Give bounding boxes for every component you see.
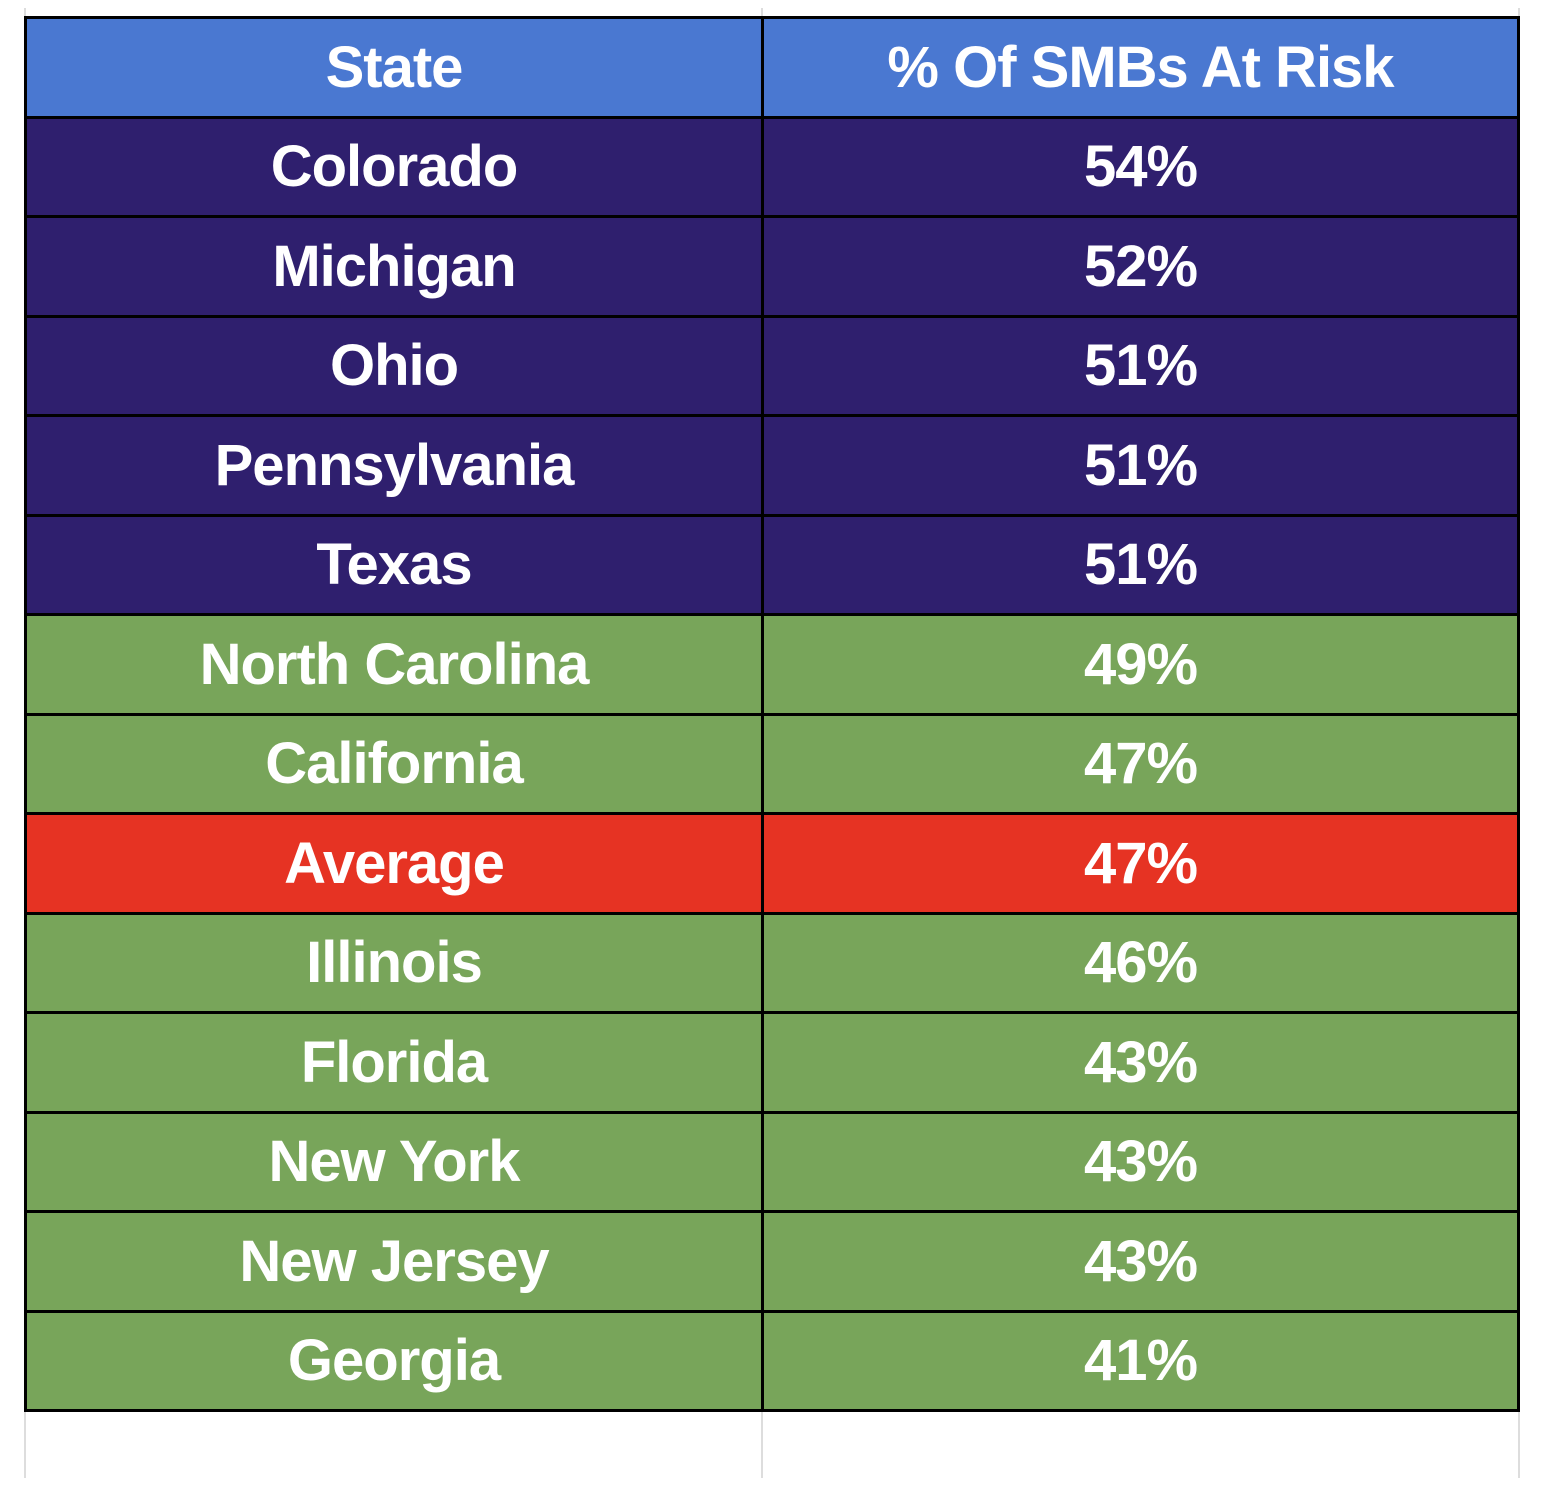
state-cell: Florida bbox=[24, 1011, 764, 1114]
table-row: Illinois 46% bbox=[24, 911, 1520, 1014]
percent-cell: 43% bbox=[761, 1011, 1520, 1114]
header-row: State % Of SMBs At Risk bbox=[24, 16, 1520, 119]
table-row: New Jersey 43% bbox=[24, 1210, 1520, 1313]
percent-cell: 47% bbox=[761, 712, 1520, 815]
percent-cell: 47% bbox=[761, 812, 1520, 915]
column-header-state: State bbox=[24, 16, 764, 119]
state-cell: Michigan bbox=[24, 215, 764, 318]
percent-cell: 52% bbox=[761, 215, 1520, 318]
state-cell: New Jersey bbox=[24, 1210, 764, 1313]
column-header-percent: % Of SMBs At Risk bbox=[761, 16, 1520, 119]
percent-cell: 46% bbox=[761, 911, 1520, 1014]
state-cell: New York bbox=[24, 1110, 764, 1213]
table-row: Ohio 51% bbox=[24, 314, 1520, 417]
state-cell: Ohio bbox=[24, 314, 764, 417]
percent-cell: 43% bbox=[761, 1110, 1520, 1213]
table-row: Pennsylvania 51% bbox=[24, 414, 1520, 517]
percent-cell: 51% bbox=[761, 513, 1520, 616]
table-row: Michigan 52% bbox=[24, 215, 1520, 318]
table-row: Colorado 54% bbox=[24, 115, 1520, 218]
state-cell: Illinois bbox=[24, 911, 764, 1014]
state-cell: Average bbox=[24, 812, 764, 915]
state-cell: North Carolina bbox=[24, 613, 764, 716]
state-cell: Texas bbox=[24, 513, 764, 616]
percent-cell: 41% bbox=[761, 1309, 1520, 1412]
smb-risk-table: State % Of SMBs At Risk Colorado 54% Michi… bbox=[24, 16, 1520, 1412]
table-row: Florida 43% bbox=[24, 1011, 1520, 1114]
table-row: Georgia 41% bbox=[24, 1309, 1520, 1412]
average-row: Average 47% bbox=[24, 812, 1520, 915]
percent-cell: 43% bbox=[761, 1210, 1520, 1313]
state-cell: Pennsylvania bbox=[24, 414, 764, 517]
state-cell: Georgia bbox=[24, 1309, 764, 1412]
percent-cell: 49% bbox=[761, 613, 1520, 716]
table-row: North Carolina 49% bbox=[24, 613, 1520, 716]
percent-cell: 51% bbox=[761, 414, 1520, 517]
percent-cell: 54% bbox=[761, 115, 1520, 218]
state-cell: California bbox=[24, 712, 764, 815]
table-row: Texas 51% bbox=[24, 513, 1520, 616]
table-row: New York 43% bbox=[24, 1110, 1520, 1213]
state-cell: Colorado bbox=[24, 115, 764, 218]
table-row: California 47% bbox=[24, 712, 1520, 815]
percent-cell: 51% bbox=[761, 314, 1520, 417]
